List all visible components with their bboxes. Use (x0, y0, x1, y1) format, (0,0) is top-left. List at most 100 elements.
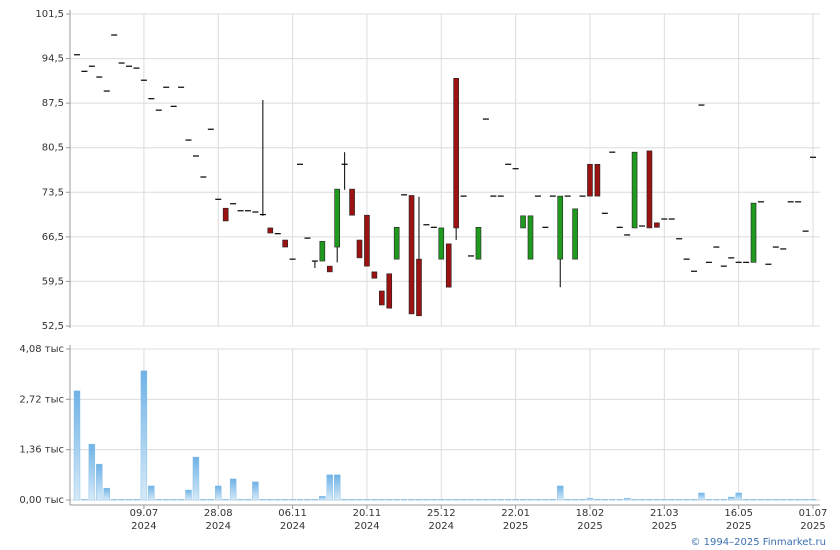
volume-bar (155, 499, 162, 501)
volume-bar (348, 499, 356, 501)
volume-bar (281, 499, 289, 501)
volume-bar (519, 499, 527, 501)
volume-bar (735, 492, 742, 501)
volume-bar (423, 499, 430, 501)
volume-bar (690, 499, 698, 501)
volume-bar (542, 499, 549, 501)
candle-body (334, 188, 341, 248)
volume-bar (341, 499, 348, 501)
volume-bar (452, 499, 460, 501)
volume-bar (467, 499, 475, 501)
candle-body (416, 258, 422, 317)
volume-bar (675, 499, 683, 501)
volume-bar (802, 499, 809, 501)
volume-bar (192, 456, 200, 501)
volume-bar (371, 499, 378, 501)
x-tick-label: 20.11 (353, 508, 382, 519)
volume-bar (757, 499, 765, 501)
volume-bar (497, 499, 504, 501)
candle-body (520, 215, 526, 229)
candle-body (371, 271, 378, 279)
volume-bar (125, 499, 133, 501)
y-tick-label: 4,08 тыс (19, 344, 64, 355)
volume-bar (289, 499, 296, 501)
volume-bar (319, 496, 326, 501)
volume-bar (646, 499, 653, 501)
volume-bar (772, 499, 780, 501)
volume-bar (623, 497, 631, 501)
volume-bar (780, 499, 787, 501)
volume-bar (177, 499, 185, 501)
volume-bar (728, 496, 735, 501)
x-tick-label: 22.01 (501, 508, 530, 519)
candle-body (267, 227, 274, 234)
y-tick-label: 2,72 тыс (19, 394, 64, 405)
volume-bar (705, 499, 713, 501)
volume-bar (140, 370, 148, 501)
candle-body (445, 243, 452, 288)
volume-bar (229, 478, 237, 501)
credit[interactable]: © 1994–2025 Finmarket.ru (690, 537, 826, 548)
x-tick-label: 18.02 (576, 508, 605, 519)
candle-body (631, 151, 638, 229)
x-tick-label: 2025 (503, 521, 528, 532)
candle-body (646, 150, 653, 229)
candle-body (349, 188, 355, 216)
y-tick-label: 66,5 (42, 232, 64, 243)
y-tick-label: 52,5 (42, 321, 64, 332)
candle-body (557, 195, 564, 260)
volume-bar (475, 499, 482, 501)
volume-bar (110, 499, 118, 501)
volume-bar (311, 499, 319, 501)
volume-bar (482, 499, 490, 501)
volume-bar (571, 499, 579, 501)
volume-bar (408, 499, 415, 501)
x-tick-label: 25.12 (427, 508, 456, 519)
x-tick-label: 21.03 (650, 508, 679, 519)
volume-bar (616, 499, 623, 501)
volume-bar (386, 499, 393, 501)
volume-bar (742, 499, 750, 501)
volume-bar (415, 499, 423, 501)
volume-bar (653, 499, 661, 501)
candle-body (572, 208, 578, 260)
candle-body (594, 163, 601, 197)
volume-bar (609, 499, 616, 501)
volume-bar (304, 499, 311, 501)
volume-bar (326, 474, 333, 501)
volume-bar (668, 499, 675, 501)
x-tick-label: 2024 (354, 521, 379, 532)
volume-bar (720, 499, 727, 501)
x-tick-label: 28.08 (204, 508, 233, 519)
x-tick-label: 06.11 (278, 508, 307, 519)
x-tick-label: 2024 (131, 521, 156, 532)
y-tick-label: 1,36 тыс (19, 445, 64, 456)
candle-body (319, 241, 326, 262)
volume-bar (750, 499, 757, 501)
candle-body (475, 227, 482, 260)
candle-body (453, 78, 459, 229)
x-tick-label: 2025 (726, 521, 751, 532)
volume-bar (378, 499, 386, 501)
volume-bar (683, 499, 690, 501)
volume-bar (557, 485, 564, 501)
volume-bar (586, 497, 594, 501)
volume-bar (438, 499, 445, 501)
x-tick-label: 2025 (577, 521, 602, 532)
volume-bar (73, 390, 81, 501)
volume-bar (259, 499, 267, 501)
candle-body (222, 207, 229, 222)
volume-bar (118, 499, 125, 501)
volume-bar (787, 499, 794, 501)
volume-bar (96, 463, 103, 501)
candle-body (393, 227, 400, 260)
candle-body (379, 290, 385, 306)
x-tick-label: 2024 (280, 521, 305, 532)
y-tick-label: 59,5 (42, 276, 64, 287)
x-tick-label: 01.07 (799, 508, 828, 519)
volume-bar (638, 499, 646, 501)
volume-bar (274, 499, 281, 501)
volume-bar (244, 499, 252, 501)
volume-bar (579, 499, 586, 501)
